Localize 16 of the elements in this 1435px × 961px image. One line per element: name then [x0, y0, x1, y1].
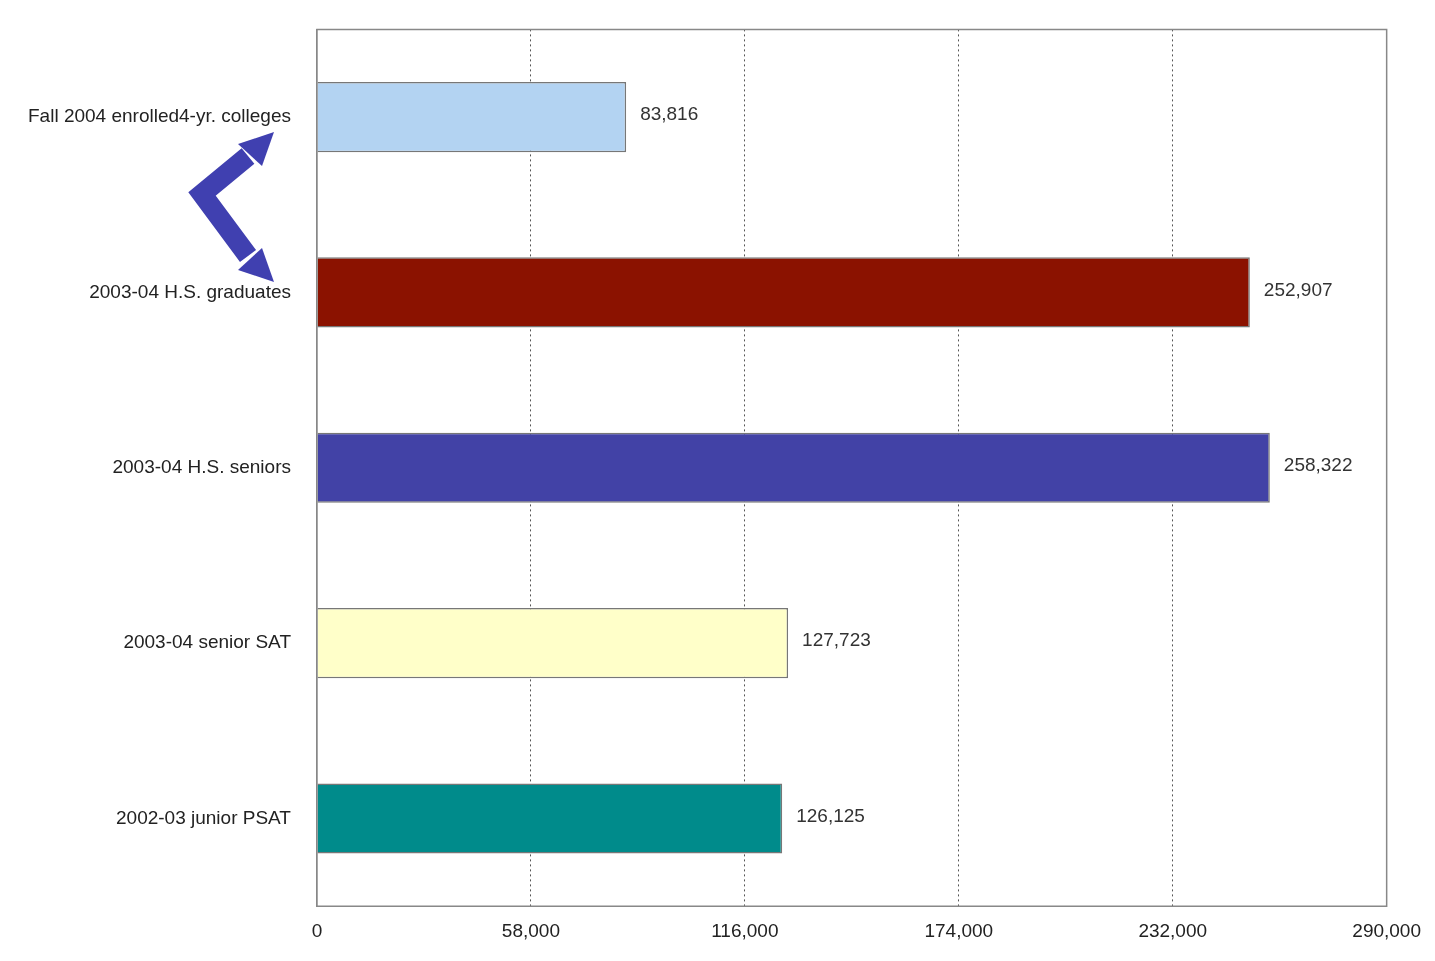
y-tick-label: Fall 2004 enrolled4-yr. colleges — [27, 105, 291, 127]
data-label: 127,723 — [802, 629, 871, 651]
data-label: 126,125 — [796, 804, 865, 826]
x-tick-label: 58,000 — [501, 919, 560, 941]
data-label: 83,816 — [640, 103, 699, 125]
y-tick-label: 2003-04 senior SAT — [123, 631, 292, 653]
data-label: 252,907 — [1263, 278, 1333, 300]
x-tick-label: 290,000 — [1352, 919, 1421, 941]
x-tick-label: 116,000 — [711, 919, 779, 941]
x-tick-label: 232,000 — [1138, 919, 1208, 941]
x-tick-label: 174,000 — [924, 919, 994, 941]
x-tick-label: 0 — [311, 919, 323, 941]
y-tick-label: 2002-03 junior PSAT — [116, 806, 292, 828]
y-tick-label: 2003-04 H.S. graduates — [89, 280, 291, 302]
data-label: 258,322 — [1283, 454, 1353, 476]
y-tick-label: 2003-04 H.S. seniors — [112, 456, 291, 478]
